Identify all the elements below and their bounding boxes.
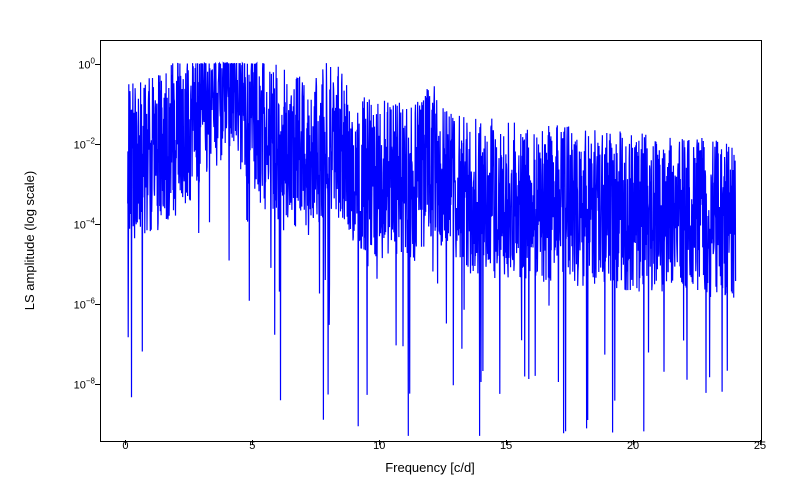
ytick-label: 10−2 <box>55 137 95 152</box>
spectrum-line <box>128 63 736 436</box>
ytick-label: 10−4 <box>55 217 95 232</box>
xtick-label: 10 <box>373 440 385 452</box>
ytick-label: 10−8 <box>55 377 95 392</box>
xtick-label: 15 <box>500 440 512 452</box>
plot-area <box>100 40 762 442</box>
ytick-label: 10−6 <box>55 297 95 312</box>
ytick-mark <box>95 384 100 385</box>
x-axis-label: Frequency [c/d] <box>100 460 760 475</box>
line-chart <box>101 41 761 441</box>
ytick-mark <box>95 144 100 145</box>
y-axis-label: LS amplitude (log scale) <box>20 40 40 440</box>
xtick-label: 5 <box>249 440 255 452</box>
xtick-label: 0 <box>122 440 128 452</box>
ytick-mark <box>95 224 100 225</box>
xtick-label: 25 <box>754 440 766 452</box>
ytick-label: 100 <box>55 57 95 72</box>
ytick-mark <box>95 64 100 65</box>
ytick-mark <box>95 304 100 305</box>
xtick-label: 20 <box>627 440 639 452</box>
